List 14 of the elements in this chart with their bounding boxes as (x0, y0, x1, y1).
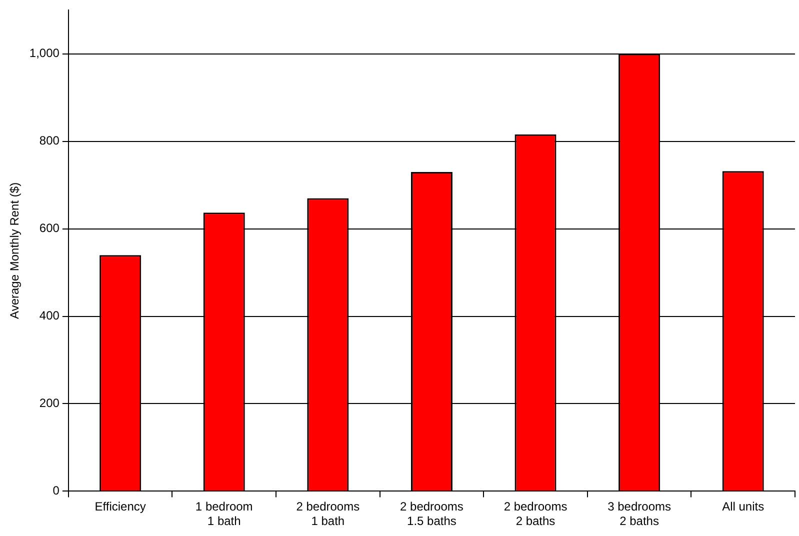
x-tick-label: 3 bedrooms 2 baths (608, 500, 671, 528)
x-tick-label: 2 bedrooms 2 baths (504, 500, 568, 528)
y-tick-label: 400 (39, 308, 60, 323)
x-tick-label: 2 bedrooms 1.5 baths (400, 500, 464, 528)
y-tick-label: 800 (39, 134, 60, 148)
x-tick-label: 2 bedrooms 1 bath (296, 500, 360, 528)
y-tick-label: 200 (39, 396, 60, 410)
y-axis-title: Average Monthly Rent ($) (8, 182, 22, 319)
x-tick-label: 1 bedroom 1 bath (195, 500, 253, 528)
x-tick-label: Efficiency (94, 500, 146, 514)
y-tick-label: 600 (39, 221, 60, 236)
y-tick-label: 0 (52, 484, 60, 498)
x-tick-label: All units (722, 500, 764, 514)
y-tick-label: 1,000 (29, 46, 60, 60)
